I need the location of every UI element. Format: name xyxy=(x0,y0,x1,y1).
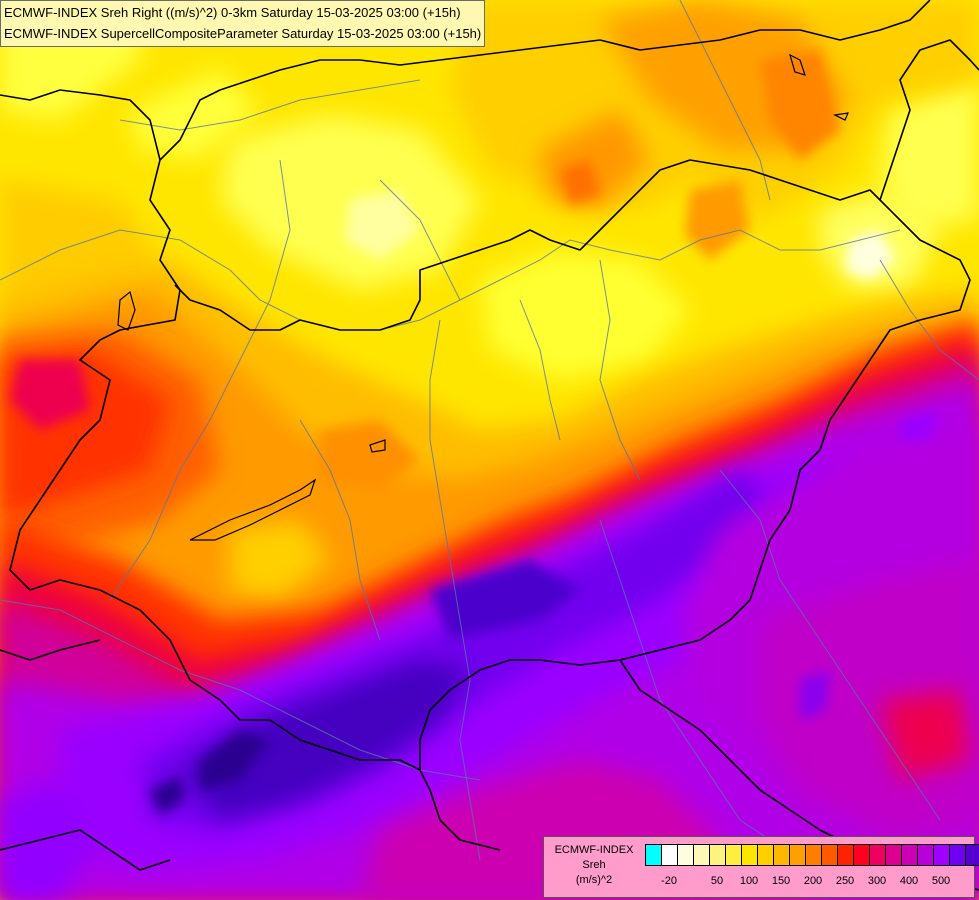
legend-tick-label: 500 xyxy=(931,875,951,887)
legend-variable: Sreh xyxy=(582,859,606,871)
legend-swatch xyxy=(934,845,950,865)
legend-source: ECMWF-INDEX xyxy=(554,844,634,856)
legend-swatch xyxy=(950,845,966,865)
legend-swatch xyxy=(822,845,838,865)
legend-swatch xyxy=(790,845,806,865)
legend-swatch xyxy=(662,845,678,865)
legend-swatch xyxy=(694,845,710,865)
rivers xyxy=(0,0,979,861)
title-line-2: ECMWF-INDEX SupercellCompositeParameter … xyxy=(4,26,482,41)
legend-swatch xyxy=(870,845,886,865)
legend-tick-label: 400 xyxy=(899,875,919,887)
legend-swatch xyxy=(710,845,726,865)
legend-swatch xyxy=(758,845,774,865)
legend-swatch xyxy=(886,845,902,865)
legend-unit: (m/s)^2 xyxy=(575,874,613,886)
legend-swatch xyxy=(854,845,870,865)
legend-swatch xyxy=(646,845,662,865)
legend-swatch xyxy=(774,845,790,865)
legend-tick-label: 300 xyxy=(867,875,887,887)
legend-color-bar xyxy=(645,844,979,866)
lakes xyxy=(117,53,849,541)
legend-swatch xyxy=(918,845,934,865)
legend-tick-label: 250 xyxy=(835,875,855,887)
color-legend: ECMWF-INDEX Sreh (m/s)^2 -20 50 100 150 200 2… xyxy=(543,836,979,898)
legend-tick-label: 100 xyxy=(739,875,759,887)
legend-swatch xyxy=(966,845,979,865)
legend-swatch xyxy=(838,845,854,865)
legend-tick-label: 200 xyxy=(803,875,823,887)
legend-swatch xyxy=(902,845,918,865)
legend-swatch xyxy=(726,845,742,865)
legend-tick-label: 50 xyxy=(710,875,724,887)
legend-swatch xyxy=(678,845,694,865)
legend-tick-label: 150 xyxy=(771,875,791,887)
map-title-box: ECMWF-INDEX Sreh Right ((m/s)^2) 0-3km S… xyxy=(0,0,486,47)
legend-swatch xyxy=(806,845,822,865)
legend-caption: ECMWF-INDEX Sreh (m/s)^2 xyxy=(544,843,644,888)
legend-tick-label: -20 xyxy=(661,875,677,887)
legend-swatch xyxy=(742,845,758,865)
title-line-1: ECMWF-INDEX Sreh Right ((m/s)^2) 0-3km S… xyxy=(4,5,461,20)
